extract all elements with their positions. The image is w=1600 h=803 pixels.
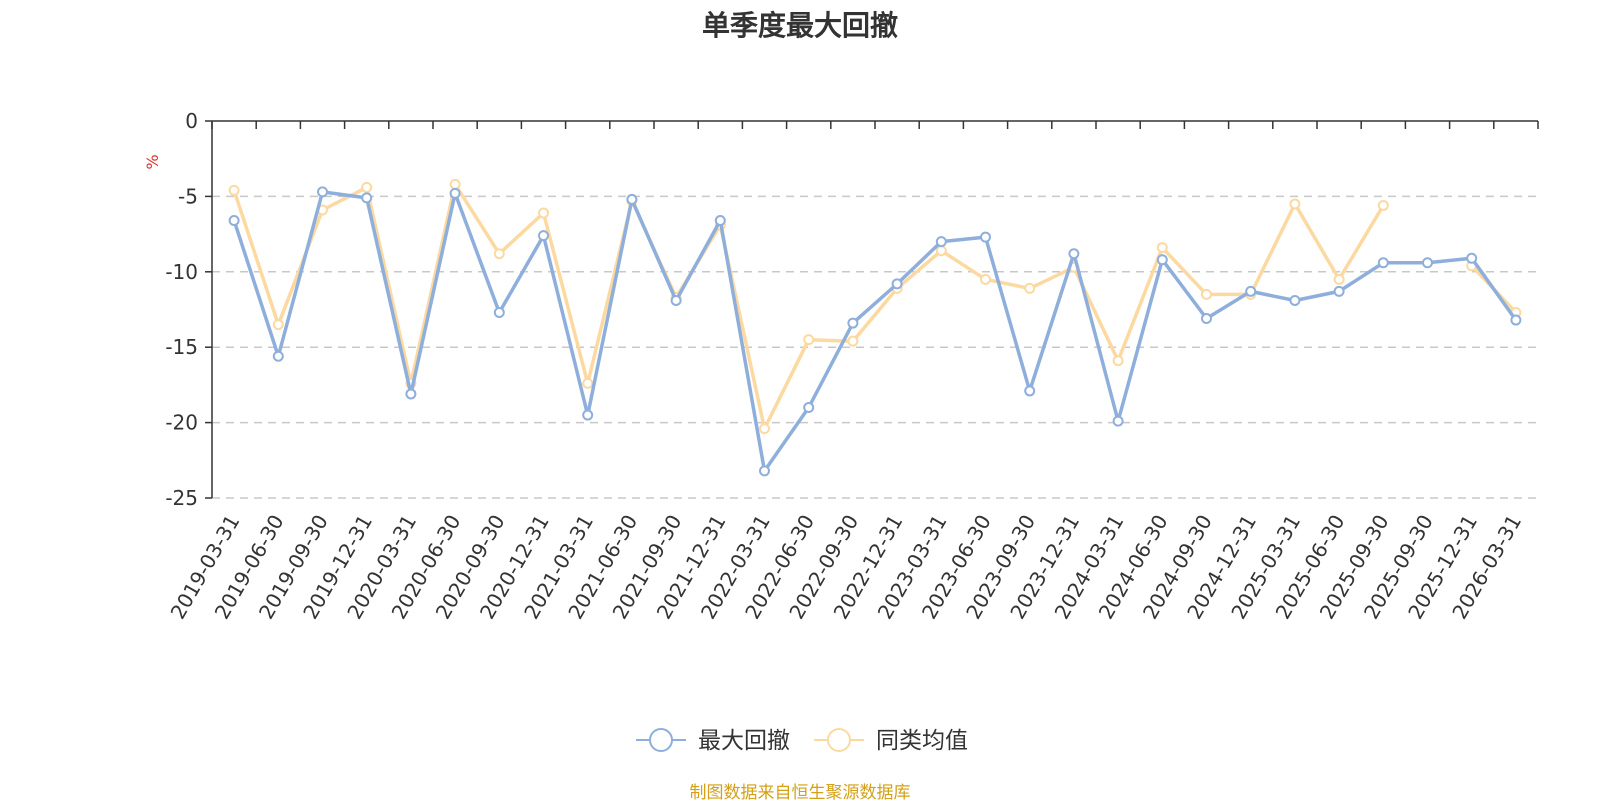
data-point (1510, 314, 1522, 326)
data-point (493, 307, 505, 319)
data-point (980, 273, 991, 285)
y-tick-label: -15 (165, 335, 198, 359)
data-point (361, 181, 373, 193)
data-point (582, 409, 594, 421)
legend-label: 同类均值 (876, 728, 968, 754)
data-point (670, 294, 682, 306)
legend: 最大回撤 同类均值 (636, 728, 968, 754)
data-point (759, 423, 770, 435)
data-point (1377, 257, 1389, 269)
data-point (1377, 199, 1389, 211)
data-point (1289, 198, 1301, 210)
data-point (803, 402, 815, 414)
legend-marker (649, 728, 673, 752)
data-point (847, 335, 859, 347)
y-tick-label: -25 (165, 486, 198, 510)
legend-item: 最大回撤 (636, 728, 790, 754)
data-point (980, 231, 991, 243)
data-point (1466, 252, 1478, 264)
data-point (1201, 313, 1212, 325)
y-tick-label: -10 (165, 260, 198, 284)
legend-item: 同类均值 (814, 728, 968, 754)
data-point (847, 317, 859, 329)
data-point (538, 230, 549, 242)
data-point (1024, 282, 1036, 294)
legend-label: 最大回撤 (698, 728, 790, 754)
data-point (1333, 273, 1345, 285)
series-peer-average (228, 178, 1522, 435)
data-point (1422, 257, 1433, 269)
data-point (1156, 254, 1168, 266)
data-point (272, 319, 284, 331)
data-point (582, 377, 594, 389)
series-max-drawdown (228, 186, 1522, 477)
data-point (1289, 294, 1301, 306)
chart-title: 单季度最大回撤 (701, 9, 898, 42)
data-point (272, 350, 284, 362)
data-point (626, 193, 638, 205)
data-point (1112, 355, 1124, 367)
series-line (232, 182, 1518, 431)
data-point (759, 465, 770, 477)
series-line (232, 190, 1518, 473)
data-point (935, 236, 947, 248)
data-point (1024, 385, 1036, 397)
data-point (228, 184, 240, 196)
data-point (803, 334, 815, 346)
data-point (1333, 285, 1345, 297)
data-point (405, 388, 417, 400)
data-point (1112, 415, 1124, 427)
y-tick-label: -20 (165, 411, 198, 435)
data-point (1068, 248, 1080, 260)
data-point (449, 187, 461, 199)
data-point (714, 215, 726, 227)
data-point (493, 248, 505, 260)
data-point (317, 186, 328, 198)
y-tick-label: -5 (178, 184, 198, 208)
source-note: 制图数据来自恒生聚源数据库 (689, 783, 911, 803)
data-point (361, 192, 373, 204)
series (228, 178, 1522, 477)
y-tick-label: 0 (185, 109, 198, 133)
data-point (891, 278, 903, 290)
data-point (935, 245, 947, 257)
grid-lines (212, 195, 1538, 499)
data-point (538, 207, 549, 219)
data-point (449, 178, 461, 190)
data-point (228, 215, 240, 227)
data-point (1245, 285, 1257, 297)
data-point (1201, 288, 1212, 300)
legend-marker (827, 728, 851, 752)
axes: 0-5-10-15-20-25%2019-03-312019-06-302019… (143, 109, 1539, 623)
y-axis-label: % (143, 154, 162, 169)
data-point (1156, 242, 1168, 254)
